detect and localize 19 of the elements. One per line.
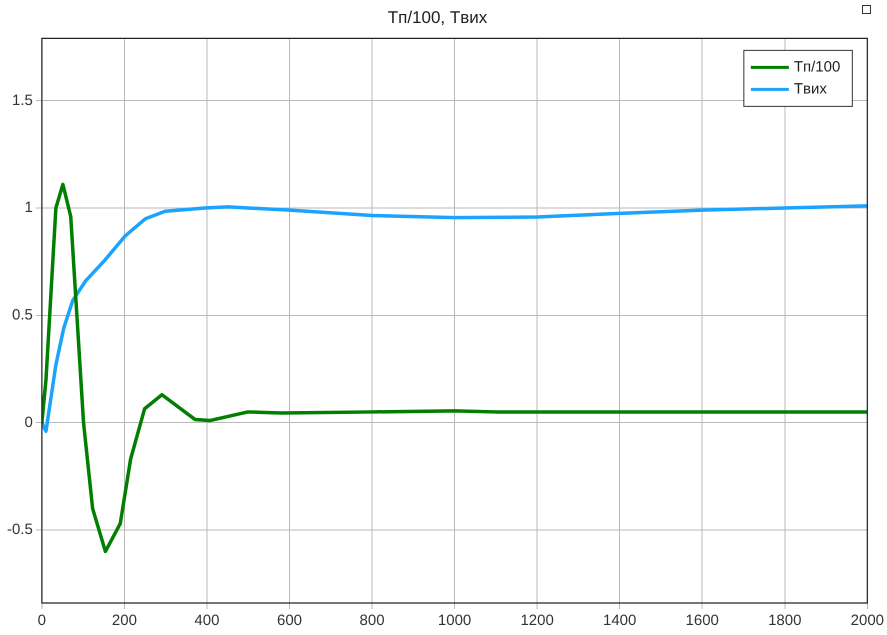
x-tick-label: 1200	[520, 612, 554, 630]
legend-label: Tп/100	[794, 58, 840, 76]
x-tick-label: 0	[38, 612, 46, 630]
x-tick-label: 1400	[602, 612, 636, 630]
x-tick-label: 1000	[438, 612, 472, 630]
x-tick-label: 600	[276, 612, 302, 630]
x-tick-label: 2000	[850, 612, 884, 630]
x-tick-label: 1600	[686, 612, 719, 630]
x-tick-label: 400	[194, 612, 220, 630]
y-tick-label: -0.5	[6, 521, 33, 538]
x-tick-label: 200	[112, 612, 137, 630]
x-tick-label: 1800	[768, 612, 802, 630]
y-tick-label: 0	[24, 414, 33, 431]
y-tick-label: 1.5	[12, 92, 33, 109]
legend-label: Tвих	[794, 80, 828, 98]
x-tick-label: 800	[360, 612, 385, 630]
chart-title: Tп/100, Tвих	[388, 8, 488, 27]
y-tick-label: 0.5	[12, 306, 33, 324]
y-tick-label: 1	[24, 199, 33, 216]
